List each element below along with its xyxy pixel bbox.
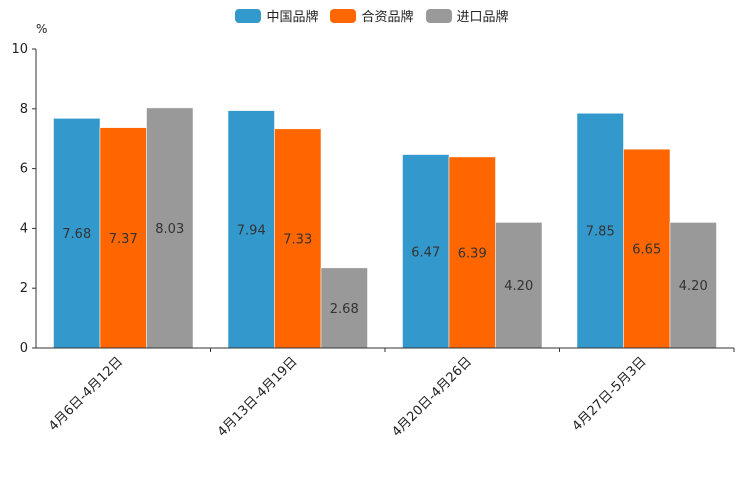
legend-item-import[interactable]: 进口品牌 <box>425 6 509 25</box>
y-tick-label: 10 <box>11 42 28 57</box>
legend-swatch-china <box>235 8 262 23</box>
legend-label-china: 中国品牌 <box>266 10 319 25</box>
bar-value-label: 6.65 <box>632 243 661 258</box>
bar-value-label: 6.47 <box>411 245 440 260</box>
bar-value-label: 7.85 <box>586 225 615 240</box>
bar[interactable] <box>53 118 101 349</box>
bar-value-label: 7.37 <box>109 232 138 247</box>
bar-value-label: 2.68 <box>330 302 359 317</box>
legend-swatch-import <box>425 8 452 23</box>
bar[interactable] <box>402 154 450 349</box>
bars-group: 7.68 7.37 8.03 7.94 7.33 2.68 6.47 6.39 4.20 7.85… <box>53 107 717 349</box>
x-tick-label: 4月6日-4月12日 <box>46 354 126 434</box>
legend-swatch-joint <box>330 8 357 23</box>
legend-label-joint: 合资品牌 <box>361 10 414 25</box>
bar[interactable] <box>623 148 671 349</box>
bar[interactable] <box>669 222 717 349</box>
legend-label-import: 进口品牌 <box>456 10 509 25</box>
bar-value-label: 4.20 <box>679 279 708 294</box>
legend-item-china[interactable]: 中国品牌 <box>235 6 318 25</box>
x-tick-label: 4月20日-4月26日 <box>389 354 475 440</box>
legend-item-joint[interactable]: 合资品牌 <box>330 6 414 25</box>
bar-value-label: 4.20 <box>504 279 533 294</box>
x-tick-label: 4月13日-4月19日 <box>215 354 301 440</box>
x-axis: 4月6日-4月12日 4月13日-4月19日 4月20日-4月26日 4月27日-5月… <box>36 347 735 440</box>
bar-value-label: 8.03 <box>155 222 184 237</box>
legend: 中国品牌 合资品牌 进口品牌 <box>0 6 744 25</box>
y-axis: 0 2 4 6 8 10 <box>11 42 37 356</box>
y-tick-label: 8 <box>20 102 28 117</box>
y-tick-label: 6 <box>20 162 28 177</box>
bar[interactable] <box>448 156 496 349</box>
bar-value-label: 7.94 <box>237 223 266 238</box>
bar[interactable] <box>495 222 543 349</box>
y-tick-label: 0 <box>20 341 28 356</box>
bar-value-label: 7.68 <box>62 227 91 242</box>
y-tick-label: 2 <box>20 281 28 296</box>
x-tick-label: 4月27日-5月3日 <box>570 354 650 434</box>
y-axis-unit: % <box>36 22 47 36</box>
bar[interactable] <box>227 110 275 349</box>
bar[interactable] <box>99 127 147 349</box>
y-tick-label: 4 <box>20 221 28 236</box>
bar[interactable] <box>146 107 194 349</box>
bar-value-label: 7.33 <box>283 232 312 247</box>
bar-value-label: 6.39 <box>458 246 487 261</box>
bar[interactable] <box>320 267 368 349</box>
bar[interactable] <box>274 128 322 349</box>
